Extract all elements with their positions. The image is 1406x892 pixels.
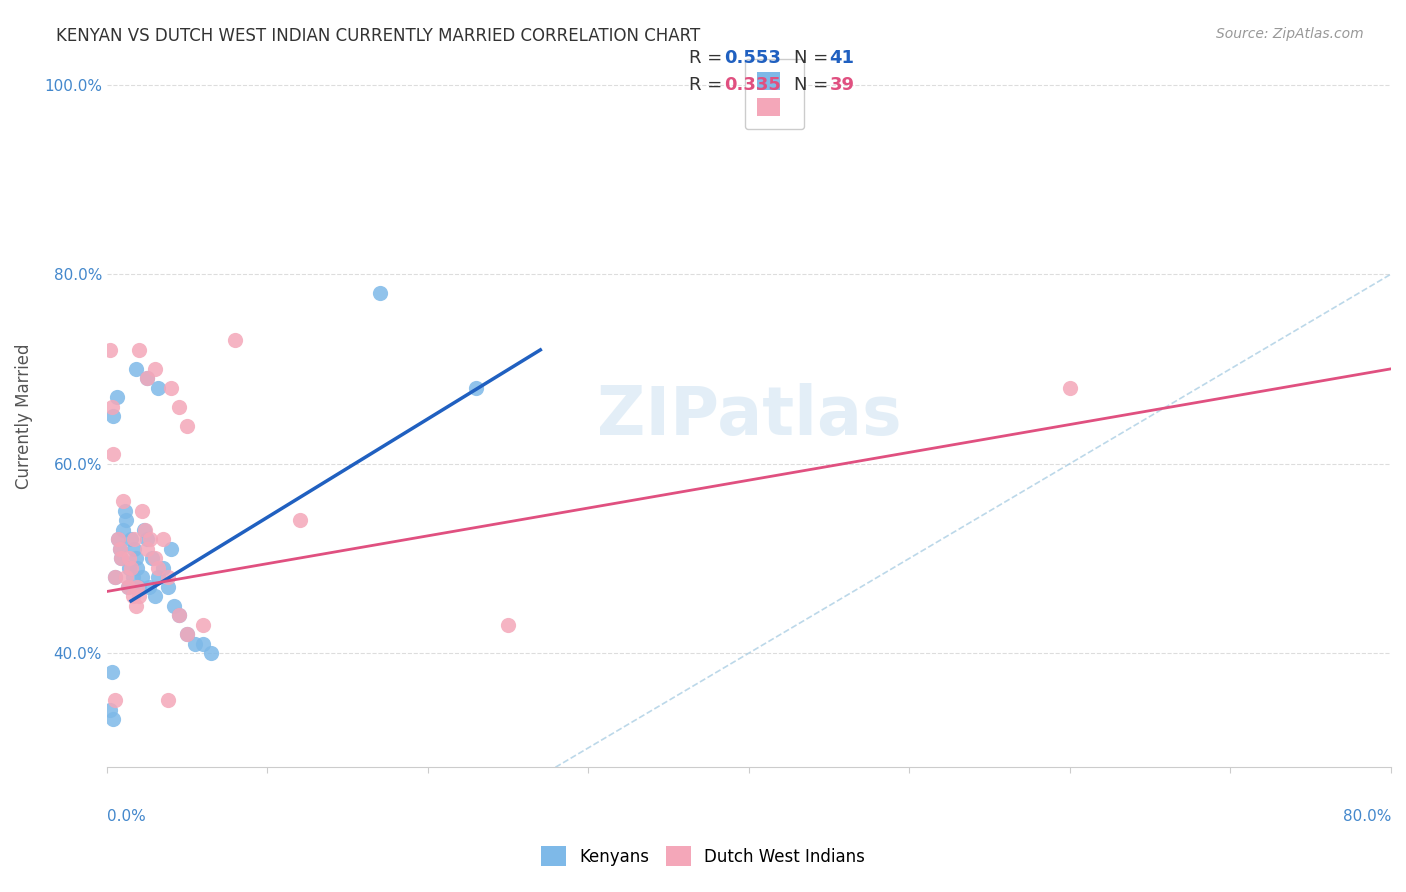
Dutch West Indians [136,541,159,556]
Text: Source: ZipAtlas.com: Source: ZipAtlas.com [1216,27,1364,41]
Text: 0.0%: 0.0% [107,809,146,824]
Dutch West Indians [224,334,246,348]
Kenyans [111,523,134,537]
Kenyans [465,381,488,395]
Dutch West Indians [1059,381,1081,395]
Legend: Kenyans, Dutch West Indians: Kenyans, Dutch West Indians [533,838,873,875]
Dutch West Indians [134,523,156,537]
Dutch West Indians [121,589,143,603]
Text: 39: 39 [830,76,855,94]
Dutch West Indians [128,589,150,603]
Kenyans [125,361,148,376]
Kenyans [98,703,121,717]
Dutch West Indians [143,361,166,376]
Kenyans [193,636,215,650]
Legend: , : , [745,59,804,128]
Kenyans [120,533,142,547]
Dutch West Indians [110,551,132,566]
Y-axis label: Currently Married: Currently Married [15,343,32,489]
Dutch West Indians [288,513,311,527]
Text: R =: R = [689,76,728,94]
Kenyans [110,551,132,566]
Kenyans [125,551,148,566]
Kenyans [138,580,160,594]
Kenyans [121,570,143,584]
Kenyans [148,570,170,584]
Dutch West Indians [167,400,190,414]
Dutch West Indians [176,418,198,433]
Kenyans [167,608,190,623]
Dutch West Indians [136,371,159,385]
Dutch West Indians [160,381,183,395]
Kenyans [103,409,125,424]
Kenyans [368,286,391,301]
Dutch West Indians [127,580,149,594]
Kenyans [136,533,159,547]
Kenyans [107,533,129,547]
Kenyans [131,570,153,584]
Kenyans [118,561,141,575]
Dutch West Indians [108,541,131,556]
Kenyans [114,504,136,518]
Text: N =: N = [794,76,834,94]
Text: R =: R = [689,49,728,67]
Dutch West Indians [496,617,519,632]
Text: 41: 41 [830,49,855,67]
Kenyans [101,665,124,679]
Kenyans [160,541,183,556]
Dutch West Indians [167,608,190,623]
Dutch West Indians [104,570,127,584]
Kenyans [176,627,198,641]
Dutch West Indians [115,570,138,584]
Dutch West Indians [120,561,142,575]
Kenyans [122,541,145,556]
Kenyans [143,589,166,603]
Text: 80.0%: 80.0% [1343,809,1391,824]
Kenyans [132,523,155,537]
Kenyans [127,561,149,575]
Kenyans [104,570,127,584]
Text: ZIPatlas: ZIPatlas [596,384,901,450]
Text: 0.335: 0.335 [724,76,780,94]
Dutch West Indians [131,504,153,518]
Dutch West Indians [101,400,124,414]
Dutch West Indians [139,533,162,547]
Kenyans [105,390,128,404]
Dutch West Indians [193,617,215,632]
Dutch West Indians [107,533,129,547]
Dutch West Indians [111,494,134,508]
Kenyans [200,646,222,660]
Kenyans [108,541,131,556]
Dutch West Indians [125,599,148,613]
Kenyans [184,636,207,650]
Kenyans [136,371,159,385]
Text: KENYAN VS DUTCH WEST INDIAN CURRENTLY MARRIED CORRELATION CHART: KENYAN VS DUTCH WEST INDIAN CURRENTLY MA… [56,27,700,45]
Text: 0.553: 0.553 [724,49,780,67]
Text: N =: N = [794,49,834,67]
Dutch West Indians [122,533,145,547]
Kenyans [163,599,186,613]
Dutch West Indians [104,693,127,707]
Kenyans [117,580,139,594]
Kenyans [103,712,125,726]
Dutch West Indians [156,693,179,707]
Dutch West Indians [103,447,125,461]
Dutch West Indians [118,551,141,566]
Kenyans [141,551,163,566]
Dutch West Indians [156,570,179,584]
Dutch West Indians [128,343,150,357]
Kenyans [156,580,179,594]
Kenyans [115,513,138,527]
Dutch West Indians [98,343,121,357]
Kenyans [148,381,170,395]
Dutch West Indians [152,533,174,547]
Dutch West Indians [148,561,170,575]
Dutch West Indians [117,580,139,594]
Kenyans [152,561,174,575]
Dutch West Indians [143,551,166,566]
Kenyans [128,580,150,594]
Dutch West Indians [176,627,198,641]
